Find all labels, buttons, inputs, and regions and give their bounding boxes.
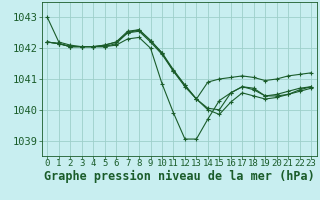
X-axis label: Graphe pression niveau de la mer (hPa): Graphe pression niveau de la mer (hPa) [44,170,315,183]
